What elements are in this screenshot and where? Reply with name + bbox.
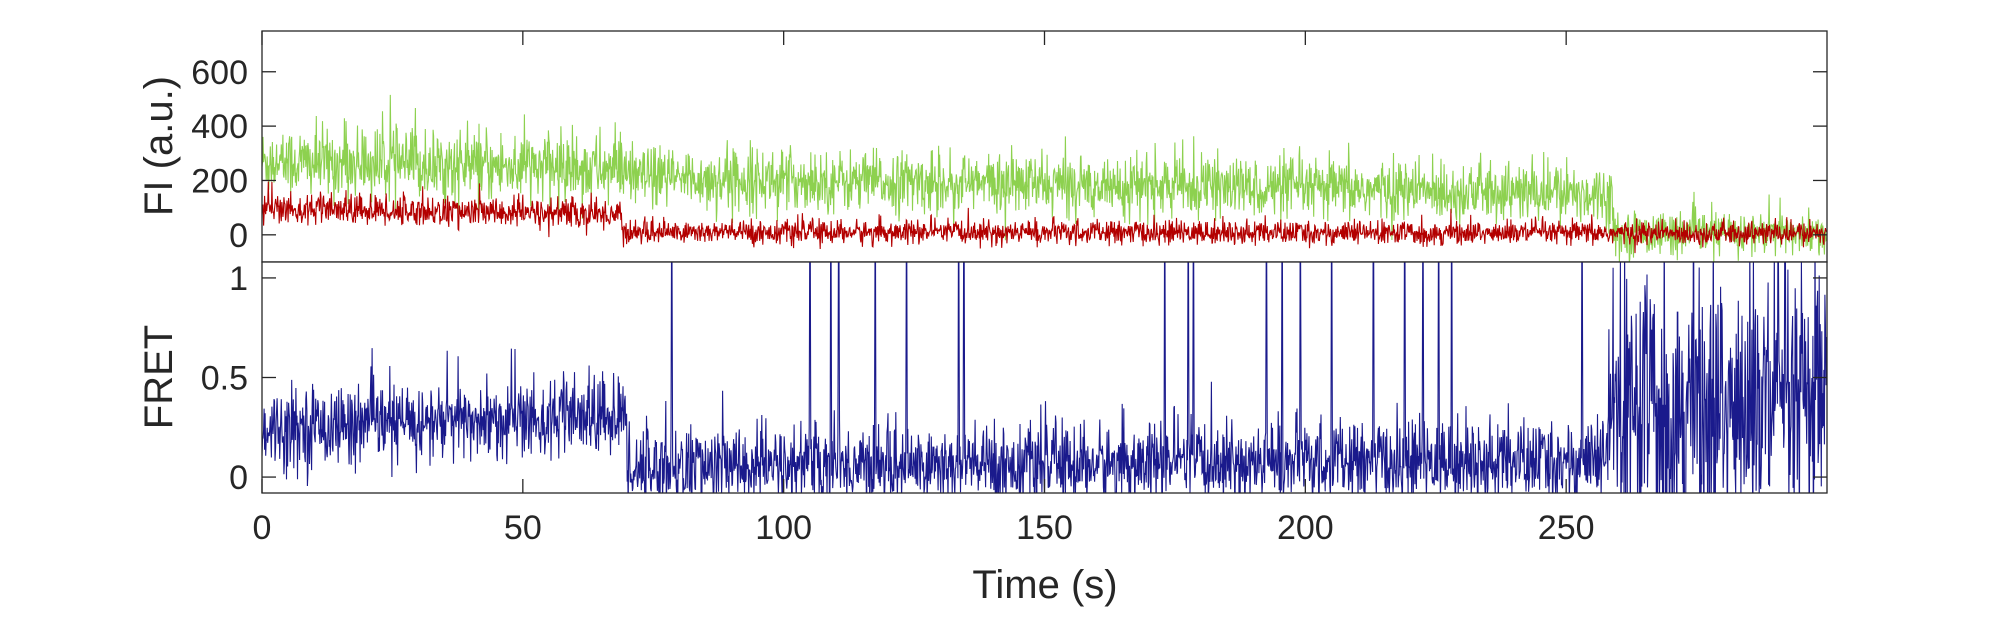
- y-tick-label: 600: [191, 54, 248, 92]
- x-tick-label: 50: [504, 509, 542, 547]
- x-tick-label: 0: [253, 509, 272, 547]
- x-tick-label: 150: [1016, 509, 1073, 547]
- fi-panel: 0 200 400 600 FI (a.u.): [137, 30, 1828, 263]
- x-axis-label: Time (s): [972, 563, 1117, 607]
- fi-y-ticks: 0 200 400 600: [191, 54, 1827, 255]
- y-tick-label: 0: [229, 217, 248, 255]
- y-tick-label: 0: [229, 459, 248, 497]
- fret-series-group: [262, 262, 1827, 493]
- fret-series-line-0: [262, 262, 1827, 493]
- y-tick-label: 1: [229, 260, 248, 298]
- fi-series-line-1: [262, 181, 1827, 254]
- y-tick-label: 400: [191, 108, 248, 146]
- fret-y-axis-label: FRET: [137, 325, 181, 429]
- fi-series-line-0: [262, 94, 1827, 262]
- x-tick-label: 200: [1277, 509, 1334, 547]
- fret-ticks: 0 0.5 1 0 50 100 150 200 250: [201, 31, 1827, 547]
- y-tick-label: 0.5: [201, 360, 248, 398]
- y-tick-label: 200: [191, 162, 248, 200]
- x-tick-label: 100: [755, 509, 812, 547]
- fi-series-group: [262, 94, 1827, 262]
- fi-y-axis-label: FI (a.u.): [137, 76, 181, 216]
- fret-panel: 0 0.5 1 0 50 100 150 200 250 FRET Time (s): [137, 31, 1828, 607]
- x-tick-label: 250: [1538, 509, 1595, 547]
